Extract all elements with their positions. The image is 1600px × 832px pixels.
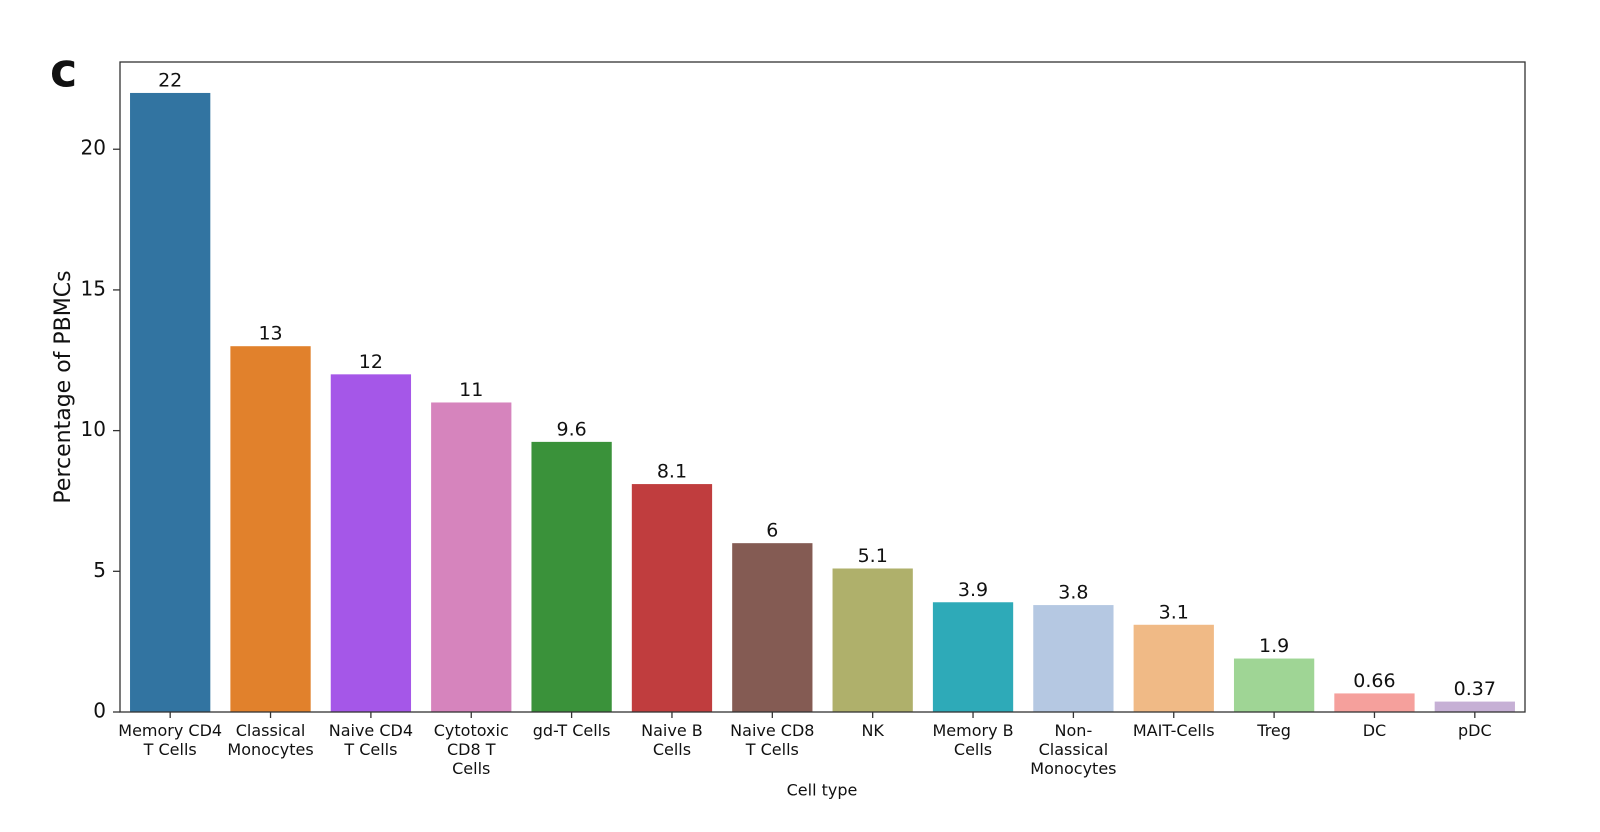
x-tick-label: Classical Monocytes	[227, 721, 314, 759]
bar	[230, 346, 311, 712]
y-tick-label: 15	[81, 276, 106, 300]
x-tick-label: Memory CD4 T Cells	[118, 721, 223, 759]
value-label: 13	[258, 323, 282, 345]
x-tick-label: NK	[861, 721, 884, 740]
x-tick-label: Memory B Cells	[932, 721, 1014, 759]
value-label: 3.1	[1159, 601, 1189, 623]
x-tick-label: Cytotoxic CD8 T Cells	[433, 721, 509, 778]
value-label: 11	[459, 379, 483, 401]
value-label: 3.9	[958, 579, 988, 601]
bar	[330, 374, 412, 712]
bar	[932, 602, 1014, 712]
x-tick-label: Naive CD4 T Cells	[328, 721, 414, 759]
x-tick-label: Non- Classical Monocytes	[1030, 721, 1117, 778]
x-tick-label: Naive B Cells	[641, 721, 703, 759]
y-tick-label: 5	[93, 558, 106, 582]
value-label: 0.66	[1353, 670, 1395, 692]
value-label: 6	[766, 520, 778, 542]
panel-label: c	[50, 44, 77, 98]
value-label: 0.37	[1454, 678, 1496, 700]
bar	[130, 92, 211, 712]
value-label: 5.1	[858, 545, 888, 567]
x-tick-label: pDC	[1457, 721, 1492, 740]
y-tick-label: 20	[81, 136, 106, 160]
x-tick-label: gd-T Cells	[532, 721, 611, 740]
bar	[631, 484, 713, 712]
bar	[1434, 701, 1515, 712]
bar	[832, 568, 913, 712]
x-axis-label: Cell type	[787, 781, 858, 800]
y-axis-label: Percentage of PBMCs	[51, 270, 76, 503]
value-label: 3.8	[1058, 582, 1088, 604]
value-label: 12	[359, 351, 383, 373]
value-label: 8.1	[657, 461, 687, 483]
y-tick-label: 10	[81, 417, 106, 441]
bar	[1133, 624, 1214, 712]
value-label: 22	[158, 69, 182, 91]
y-tick-label: 0	[93, 699, 106, 723]
value-label: 9.6	[556, 418, 586, 440]
x-tick-label: MAIT-Cells	[1132, 721, 1215, 740]
bar	[1033, 605, 1114, 712]
bar	[431, 402, 512, 712]
bar	[1233, 658, 1315, 712]
bar	[531, 441, 612, 712]
x-tick-label: DC	[1362, 721, 1387, 740]
x-tick-label: Naive CD8 T Cells	[730, 721, 815, 759]
plot-frame	[119, 61, 1526, 713]
bar	[732, 543, 813, 712]
value-label: 1.9	[1259, 635, 1289, 657]
x-tick-label: Treg	[1257, 721, 1291, 740]
bar	[1334, 693, 1415, 712]
